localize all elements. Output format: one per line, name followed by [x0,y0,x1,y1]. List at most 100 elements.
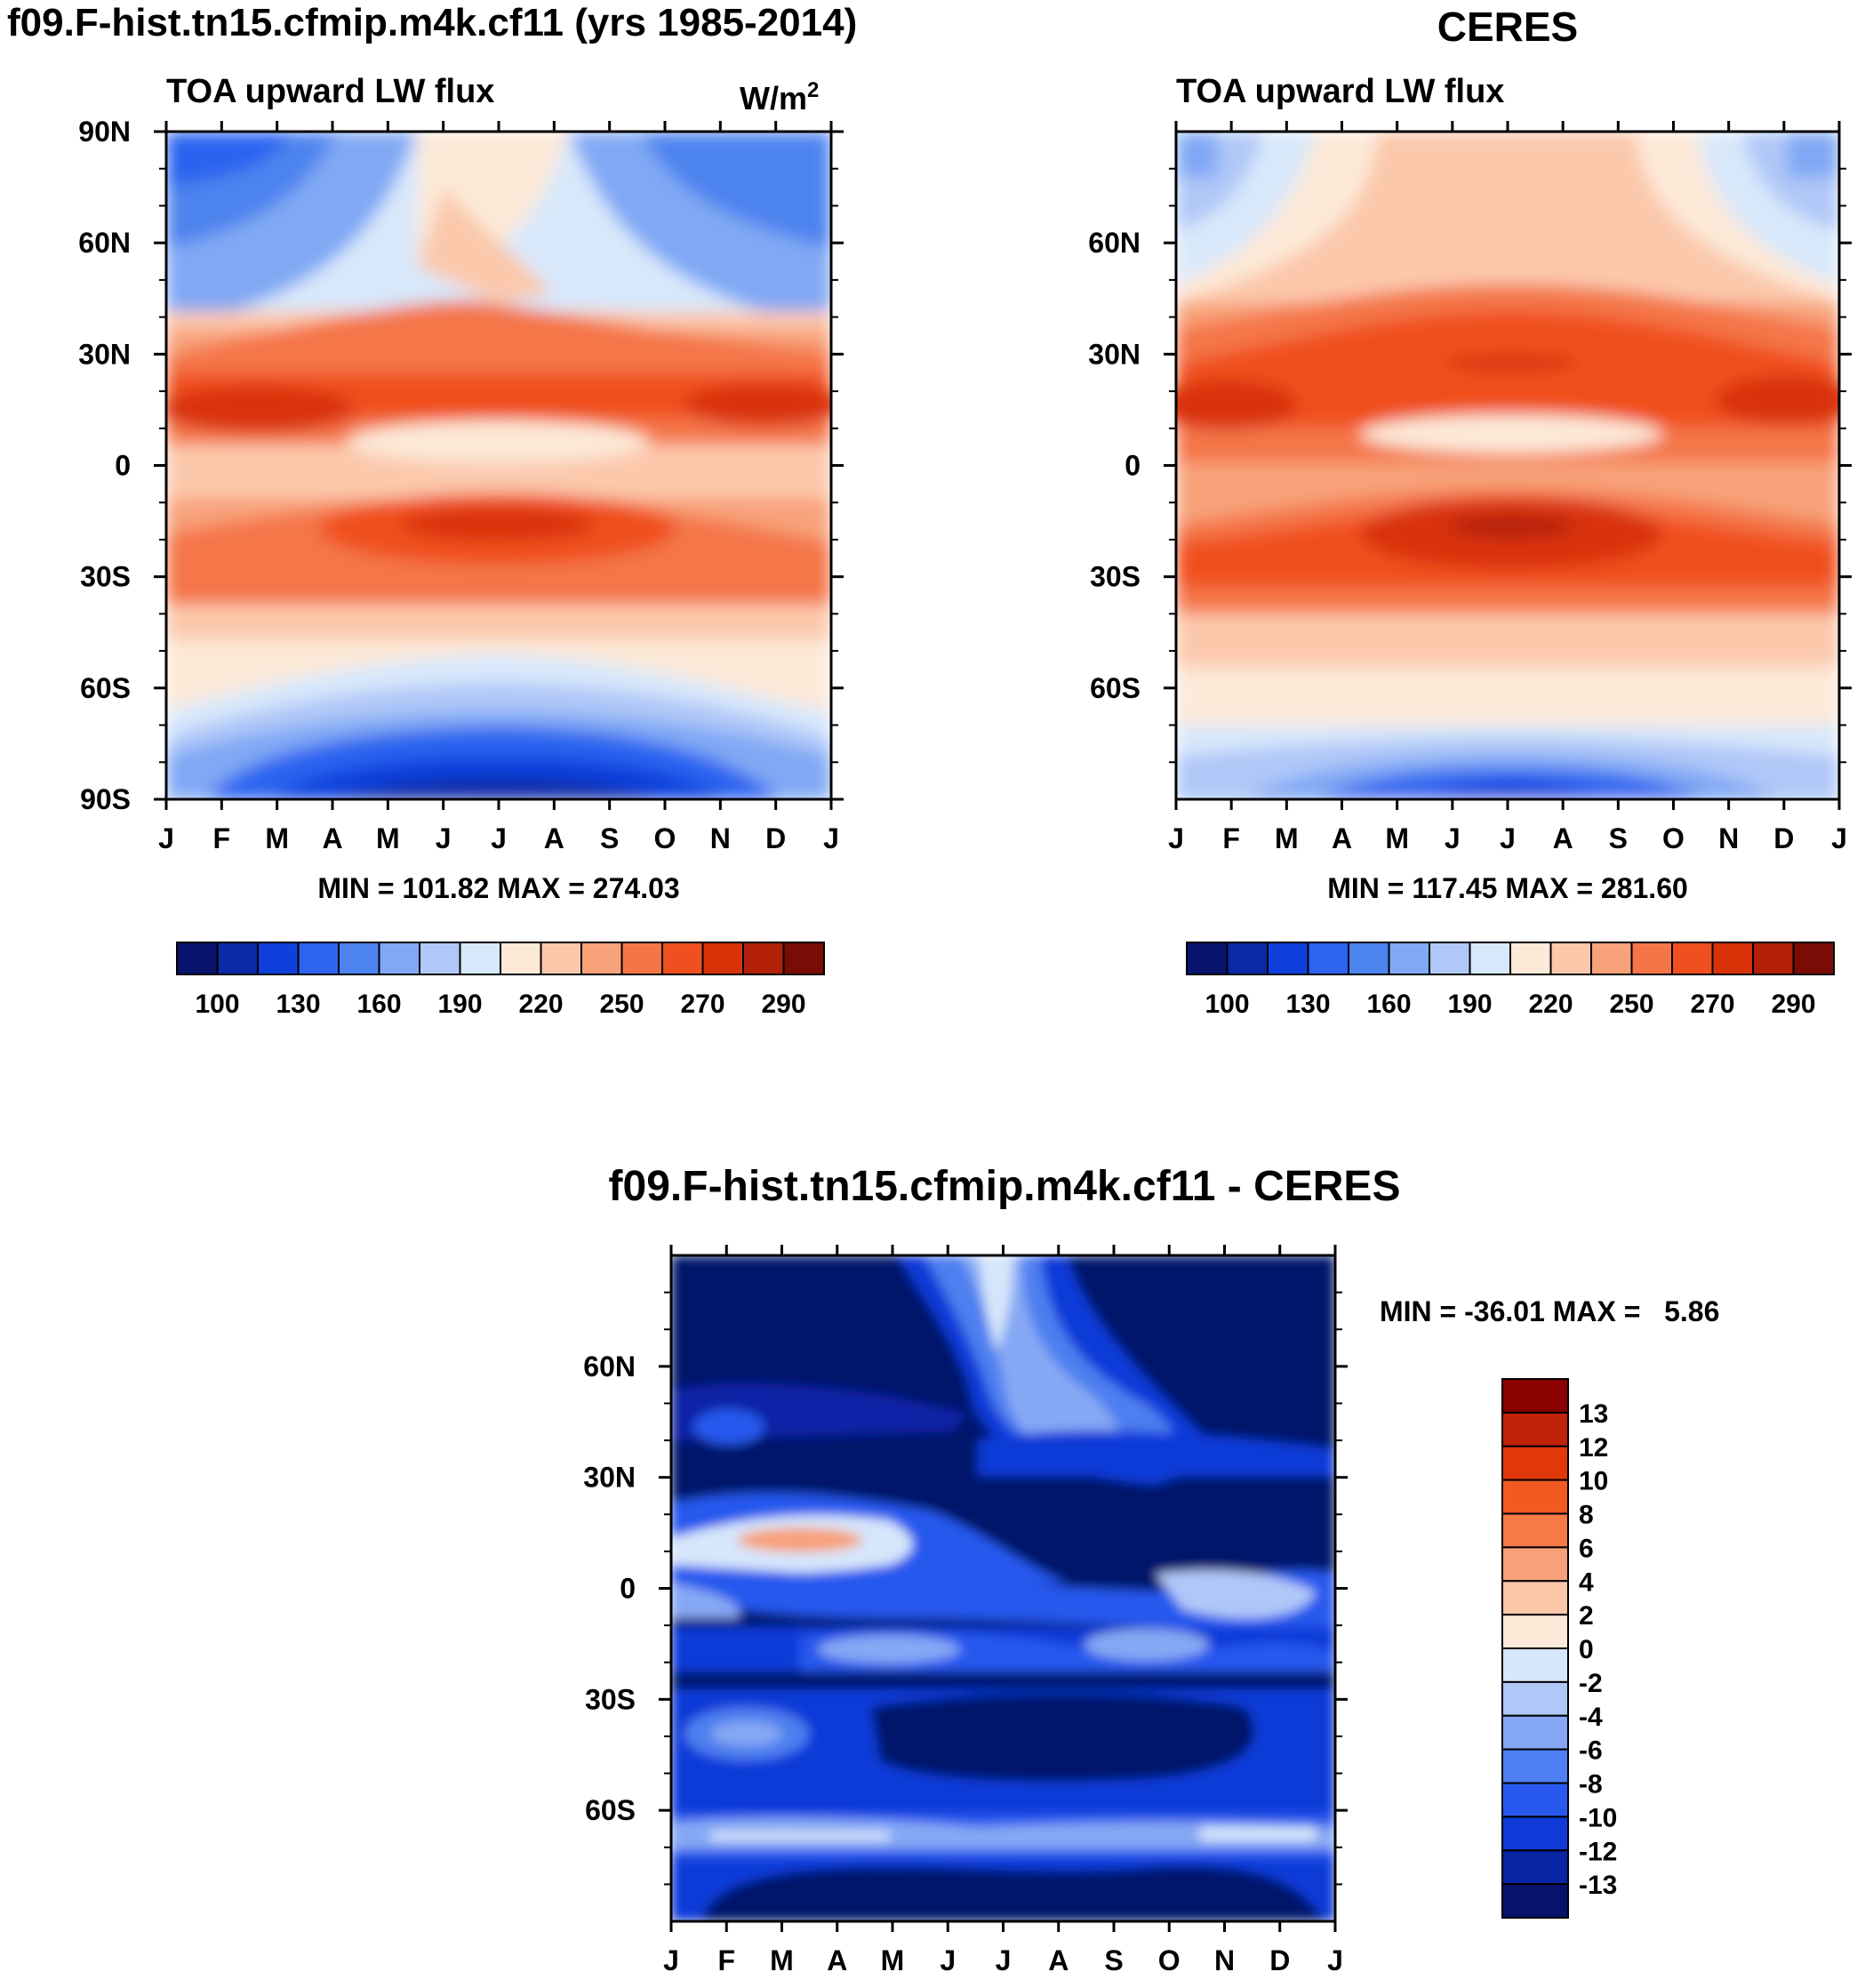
colorbar-swatch [1226,942,1269,975]
x-tick-label: N [1214,1944,1235,1976]
colorbar-label: 13 [1579,1399,1608,1429]
colorbar-swatch [1752,942,1795,975]
colorbar-swatch [297,942,340,975]
x-tick-label: O [1662,822,1685,854]
x-tick-label: S [1104,1944,1123,1976]
x-tick-label: J [1831,822,1847,854]
y-tick-label: 90N [78,116,131,148]
colorbar-swatch [1630,942,1673,975]
x-tick-label: S [600,822,619,854]
x-tick-label: J [1500,822,1516,854]
colorbar-label: 190 [437,990,482,1019]
x-tick-label: J [940,1944,956,1976]
panel-obs: CERES TOA upward LW flux [1088,4,1852,1019]
panel-diff: f09.F-hist.tn15.cfmip.m4k.cf11 - CERES [583,1163,1719,1976]
colorbar-label: 130 [276,990,320,1019]
colorbar-swatch [1509,942,1552,975]
x-tick-label: A [322,822,342,854]
y-tick-label: 60N [78,227,131,259]
colorbar-label: 270 [1690,990,1734,1019]
colorbar-swatch [1501,1816,1569,1852]
colorbar-swatch [1501,1748,1569,1784]
colorbar-swatch [1186,942,1229,975]
y-tick-label: 90S [80,783,131,815]
y-tick-label: 0 [115,450,131,482]
colorbar-swatch [1469,942,1511,975]
colorbar-swatch [459,942,501,975]
x-tick-label: N [710,822,731,854]
colorbar-label: 4 [1579,1567,1594,1597]
colorbar-swatch [419,942,461,975]
model-axes: J F M A M J J A S O N D J 90N 60N 30N 0 30S 60S 90S [78,116,844,854]
units-base: W/m [740,80,807,116]
x-tick-label: J [996,1944,1012,1976]
y-tick-label: 30S [1090,561,1141,593]
panel-diff-title: f09.F-hist.tn15.cfmip.m4k.cf11 - CERES [609,1163,1401,1210]
colorbar-swatch [1307,942,1349,975]
colorbar-swatch [1501,1546,1569,1583]
model-minmax-label: MIN = 101.82 MAX = 274.03 [317,872,679,904]
colorbar-swatch [1501,1614,1569,1649]
colorbar-swatch [540,942,582,975]
plot-area-diff [671,1255,1335,1921]
colorbar-label: 160 [356,990,401,1019]
x-tick-label: J [663,1944,679,1976]
colorbar-swatch [1590,942,1633,975]
colorbar-swatch [1501,1378,1569,1414]
x-tick-label: M [1385,822,1409,854]
colorbar-swatch [782,942,825,975]
y-tick-label: 30S [80,561,131,593]
y-tick-label: 60S [1090,672,1141,704]
colorbar-label: 6 [1579,1534,1594,1563]
diff-axes: J F M A M J J A S O N D J 60N 30N 0 30S 60S [583,1245,1348,1976]
model-field [166,132,831,799]
y-tick-label: 30N [78,338,131,370]
y-tick-label: 60S [585,1794,636,1826]
colorbar-swatch [1711,942,1754,975]
colorbar-swatch [742,942,785,975]
x-tick-label: J [1445,822,1461,854]
x-tick-label: A [827,1944,847,1976]
colorbar-label: -13 [1579,1871,1617,1900]
colorbar-swatch [378,942,420,975]
colorbar-swatch [257,942,300,975]
x-tick-label: M [265,822,289,854]
x-tick-label: D [765,822,786,854]
x-tick-label: A [1553,822,1573,854]
colorbar-swatch [661,942,704,975]
colorbar-label: 250 [599,990,644,1019]
x-tick-label: J [1168,822,1184,854]
units-exponent: 2 [807,78,819,102]
x-tick-label: D [1773,822,1794,854]
colorbar-label: 160 [1366,990,1411,1019]
x-tick-label: M [881,1944,905,1976]
colorbar-swatch [620,942,663,975]
colorbar-label: 100 [1205,990,1249,1019]
y-tick-label: 0 [620,1573,636,1605]
panel-obs-subtitle: TOA upward LW flux [1176,73,1504,110]
x-tick-label: F [1222,822,1240,854]
colorbar-label: 220 [1528,990,1573,1019]
panel-model-title: f09.F-hist.tn15.cfmip.m4k.cf11 (yrs 1985… [7,1,857,44]
x-tick-label: S [1609,822,1628,854]
panel-model-units: W/m2 [740,78,819,116]
colorbar-label: 8 [1579,1501,1594,1530]
colorbar-swatch [176,942,219,975]
plot-area-obs [1176,132,1839,799]
colorbar-swatch [701,942,744,975]
colorbar-label: 2 [1579,1601,1594,1631]
y-tick-label: 60N [583,1351,636,1383]
x-tick-label: J [491,822,507,854]
plot-area-model [166,132,831,799]
obs-colorbar: 100 130 160 190 220 250 270 290 [1186,942,1835,1019]
x-tick-label: N [1718,822,1739,854]
obs-minmax-label: MIN = 117.45 MAX = 281.60 [1327,872,1688,904]
colorbar-swatch [1388,942,1430,975]
x-tick-label: A [544,822,564,854]
colorbar-label: 12 [1579,1433,1608,1463]
colorbar-label: 250 [1609,990,1653,1019]
panel-model-subtitle: TOA upward LW flux [166,73,494,110]
colorbar-swatch [338,942,380,975]
diff-minmax-label: MIN = -36.01 MAX = 5.86 [1380,1295,1719,1327]
colorbar-label: -12 [1579,1837,1617,1866]
